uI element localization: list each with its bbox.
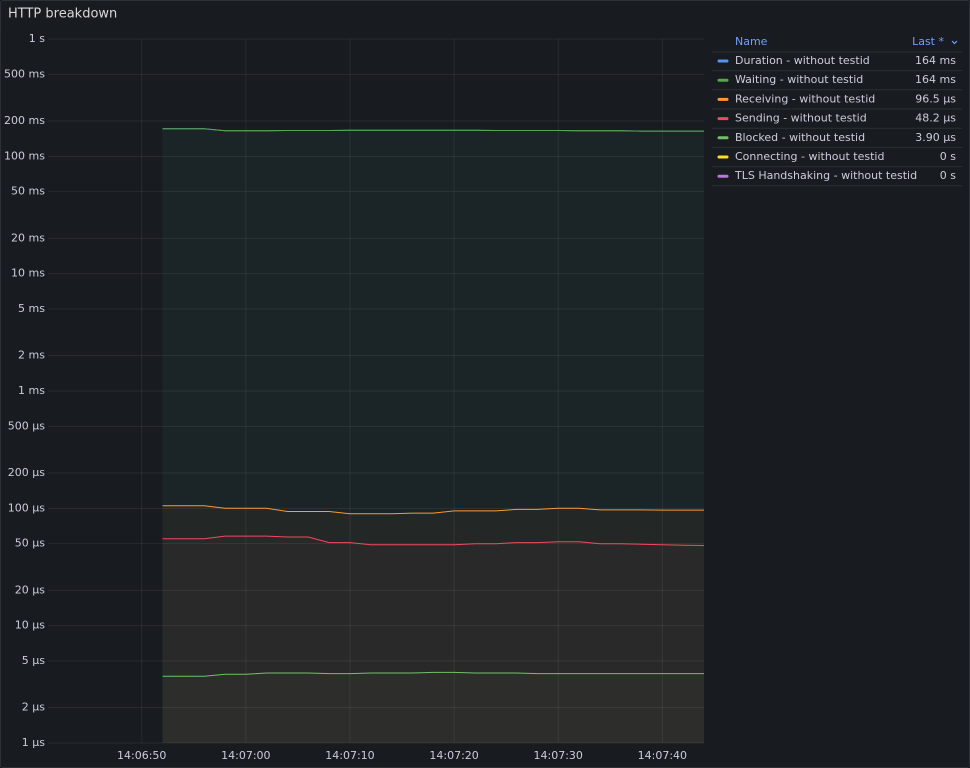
y-tick-label: 500 µs <box>8 419 45 432</box>
series-line <box>162 671 704 677</box>
legend-name[interactable]: Connecting - without testid <box>735 150 884 163</box>
x-tick-label: 14:07:20 <box>429 749 478 762</box>
x-tick-label: 14:07:30 <box>534 749 583 762</box>
x-tick-label: 14:07:10 <box>325 749 374 762</box>
y-tick-label: 2 µs <box>22 701 45 714</box>
y-tick-label: 50 µs <box>15 537 45 550</box>
legend-header-name[interactable]: Name <box>735 35 768 48</box>
legend-name[interactable]: Blocked - without testid <box>735 131 865 144</box>
legend[interactable]: Name Last * Duration - without testid 164… <box>712 35 962 187</box>
y-tick-label: 20 µs <box>15 583 45 596</box>
sort-caret <box>951 40 958 45</box>
y-tick-label: 500 ms <box>4 67 45 80</box>
legend-name[interactable]: Sending - without testid <box>735 112 867 125</box>
series-line <box>162 535 705 546</box>
legend-name[interactable]: Duration - without testid <box>735 54 870 67</box>
y-tick-label: 10 µs <box>15 619 45 632</box>
y-tick-label: 1 s <box>29 32 45 45</box>
y-tick-label: 20 ms <box>11 231 45 244</box>
legend-last: 96.5 µs <box>915 92 956 105</box>
y-tick-label: 10 ms <box>11 267 45 280</box>
y-tick-label: 5 ms <box>18 302 45 315</box>
legend-last: 0 s <box>940 169 956 182</box>
x-tick-label: 14:07:00 <box>221 749 270 762</box>
series-line <box>162 128 704 132</box>
legend-last: 3.90 µs <box>915 131 956 144</box>
x-tick-label: 14:07:40 <box>638 749 687 762</box>
legend-name[interactable]: Receiving - without testid <box>735 92 875 105</box>
legend-name[interactable]: TLS Handshaking - without testid <box>734 169 917 182</box>
lines <box>162 128 705 677</box>
y-tick-label: 100 µs <box>8 501 45 514</box>
legend-last: 48.2 µs <box>915 112 956 125</box>
series-area <box>162 672 704 743</box>
y-tick-label: 50 ms <box>11 185 45 198</box>
series-area <box>162 128 704 743</box>
grid: 1 s 500 ms 200 ms 100 ms 50 ms 20 ms 10 ms 5 ms… <box>4 32 704 762</box>
y-tick-label: 200 µs <box>8 466 45 479</box>
series-area <box>162 128 704 743</box>
y-tick-label: 100 ms <box>4 149 45 162</box>
legend-last: 164 ms <box>915 54 956 67</box>
legend-last: 0 s <box>940 150 956 163</box>
series-area <box>162 536 704 743</box>
x-tick-label: 14:06:50 <box>117 749 166 762</box>
y-tick-label: 5 µs <box>22 654 45 667</box>
panel-title: HTTP breakdown <box>8 7 117 22</box>
areas <box>162 128 704 743</box>
y-tick-label: 1 ms <box>18 384 45 397</box>
legend-last: 164 ms <box>915 73 956 86</box>
y-tick-label: 1 µs <box>22 736 45 749</box>
y-tick-label: 200 ms <box>4 114 45 127</box>
series-line <box>162 505 704 515</box>
legend-name[interactable]: Waiting - without testid <box>735 73 863 86</box>
legend-header-last[interactable]: Last * <box>912 35 944 48</box>
series-area <box>162 505 704 743</box>
y-tick-label: 2 ms <box>18 349 45 362</box>
